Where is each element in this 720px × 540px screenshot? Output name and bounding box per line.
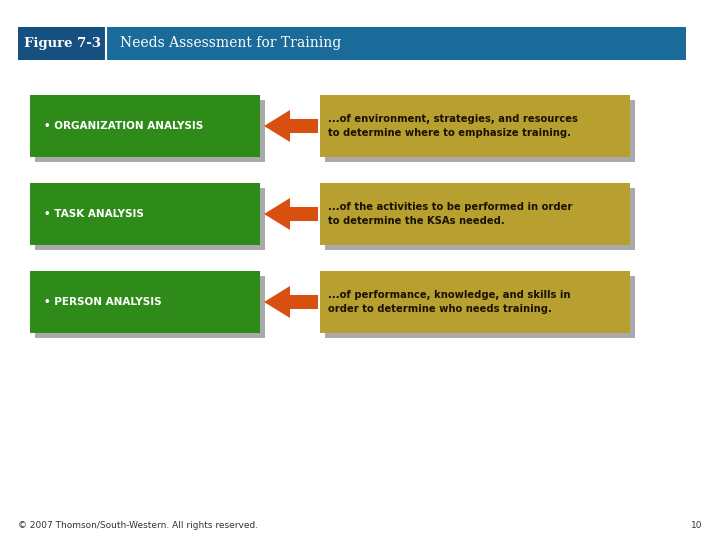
Bar xyxy=(30,271,260,333)
Bar xyxy=(35,100,265,162)
Polygon shape xyxy=(264,110,290,142)
Bar xyxy=(106,27,686,60)
Bar xyxy=(325,188,635,250)
Text: ...of performance, knowledge, and skills in
order to determine who needs trainin: ...of performance, knowledge, and skills… xyxy=(328,291,570,314)
Text: ...of environment, strategies, and resources
to determine where to emphasize tra: ...of environment, strategies, and resou… xyxy=(328,114,578,138)
Text: Figure 7-3: Figure 7-3 xyxy=(24,37,101,50)
Bar xyxy=(325,100,635,162)
Text: 10: 10 xyxy=(690,522,702,530)
Bar xyxy=(320,95,630,157)
Text: • PERSON ANALYSIS: • PERSON ANALYSIS xyxy=(44,297,161,307)
Bar xyxy=(35,188,265,250)
Text: ...of the activities to be performed in order
to determine the KSAs needed.: ...of the activities to be performed in … xyxy=(328,202,572,226)
Bar xyxy=(30,183,260,245)
Text: • TASK ANALYSIS: • TASK ANALYSIS xyxy=(44,209,144,219)
Bar xyxy=(30,95,260,157)
Text: Needs Assessment for Training: Needs Assessment for Training xyxy=(120,37,341,51)
Bar xyxy=(325,276,635,338)
Bar xyxy=(290,295,318,309)
Bar xyxy=(290,207,318,221)
Bar xyxy=(320,183,630,245)
Bar xyxy=(320,271,630,333)
Polygon shape xyxy=(264,286,290,318)
Bar xyxy=(35,276,265,338)
Polygon shape xyxy=(264,198,290,230)
Text: © 2007 Thomson/South-Western. All rights reserved.: © 2007 Thomson/South-Western. All rights… xyxy=(18,522,258,530)
Bar xyxy=(18,27,106,60)
Bar xyxy=(290,119,318,133)
Text: • ORGANIZATION ANALYSIS: • ORGANIZATION ANALYSIS xyxy=(44,121,203,131)
